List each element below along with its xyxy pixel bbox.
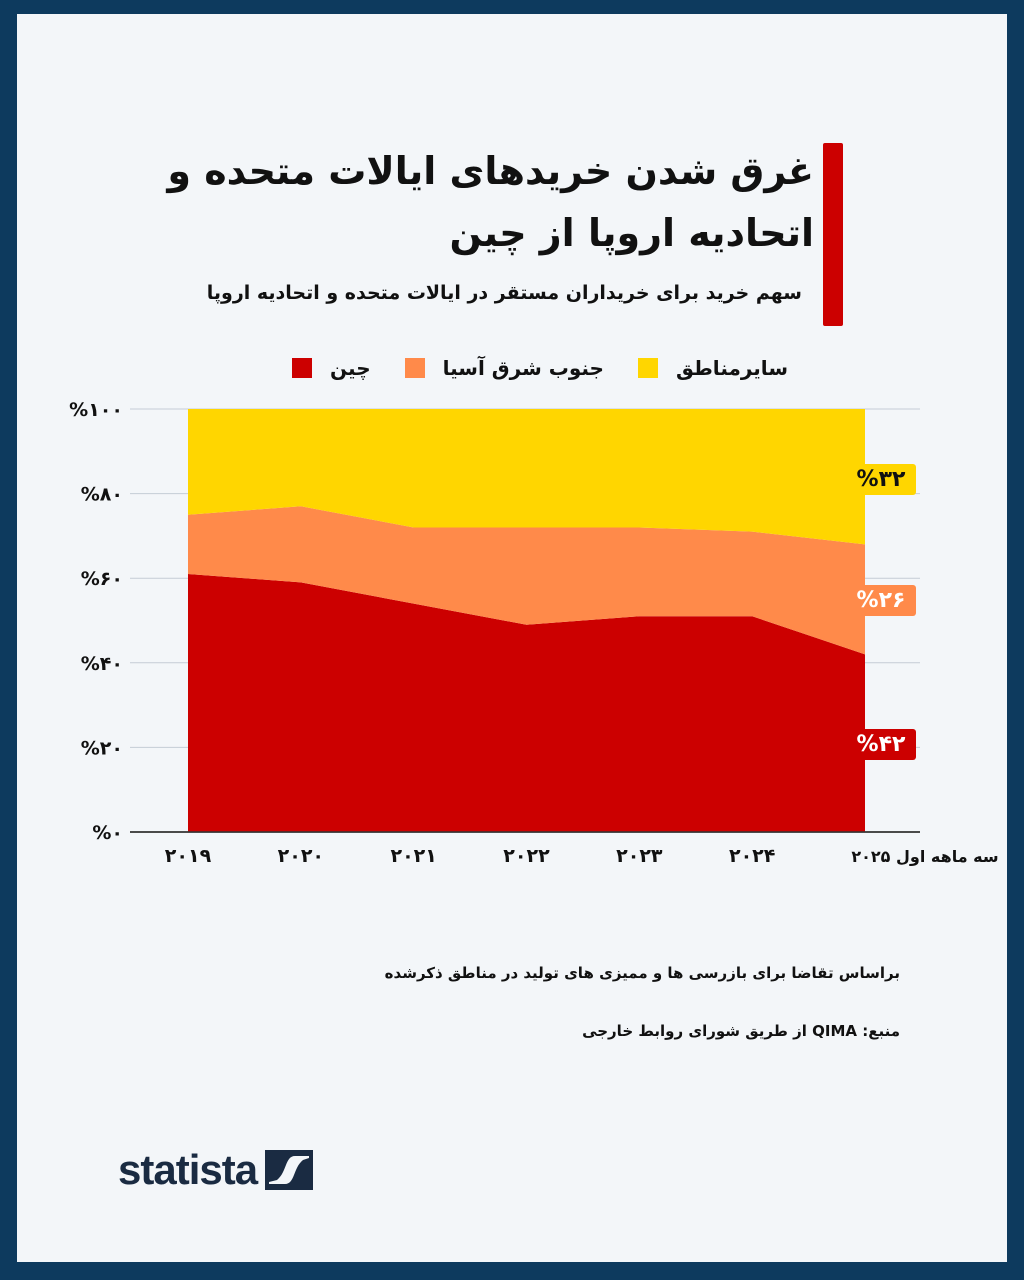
x-tick-label: سه ماهه اول ۲۰۲۵ (851, 847, 998, 866)
label-china-end: %۴۲ (846, 729, 916, 760)
source-note: منبع: QIMA از طریق شورای روابط خارجی (582, 1022, 900, 1040)
x-tick-label: ۲۰۲۰ (278, 845, 324, 867)
y-tick-label: %۲۰ (81, 737, 123, 759)
legend-label: جنوب شرق آسیا (442, 356, 604, 380)
title-accent-bar (823, 143, 843, 326)
legend-label: سایرمناطق (675, 356, 788, 380)
statista-logo: statista (118, 1146, 314, 1194)
x-tick-label: ۲۰۲۱ (390, 845, 436, 867)
area-سایرمناطق (188, 409, 865, 545)
legend-item-southeast-asia: جنوب شرق آسیا (404, 356, 604, 380)
area-چین (188, 573, 865, 832)
brand-text: statista (118, 1146, 258, 1193)
x-tick-label: ۲۰۲۴ (729, 845, 775, 867)
chart-subtitle: سهم خرید برای خریداران مستقر در ایالات م… (206, 282, 802, 304)
label-others-end: %۳۲ (846, 464, 916, 495)
footnote: براساس تقاضا برای بازرسی ها و ممیزی های … (384, 964, 900, 982)
x-tick-label: ۲۰۲۳ (616, 845, 663, 867)
label-sea-end: %۲۶ (846, 585, 916, 616)
x-tick-label: ۲۰۱۹ (165, 845, 212, 867)
legend-label: چین (330, 356, 371, 380)
y-tick-label: %۸۰ (81, 484, 123, 506)
x-tick-label: ۲۰۲۲ (503, 845, 550, 867)
legend-item-china: چین (292, 356, 371, 380)
legend-item-others: سایرمناطق (637, 356, 788, 380)
y-tick-label: %۶۰ (81, 568, 123, 590)
legend-swatch (292, 358, 313, 378)
legend-swatch (637, 358, 658, 378)
y-tick-label: %۱۰۰ (69, 399, 123, 421)
legend-swatch (404, 358, 425, 378)
legend: سایرمناطق جنوب شرق آسیا چین (292, 356, 788, 380)
y-tick-label: %۰ (92, 822, 123, 844)
chart-title: غرق شدن خریدهای ایالات متحده و اتحادیه ا… (167, 149, 814, 255)
statista-logo-icon (265, 1150, 314, 1190)
area-جنوب شرق آسیا (188, 506, 865, 655)
y-tick-label: %۴۰ (81, 653, 123, 675)
